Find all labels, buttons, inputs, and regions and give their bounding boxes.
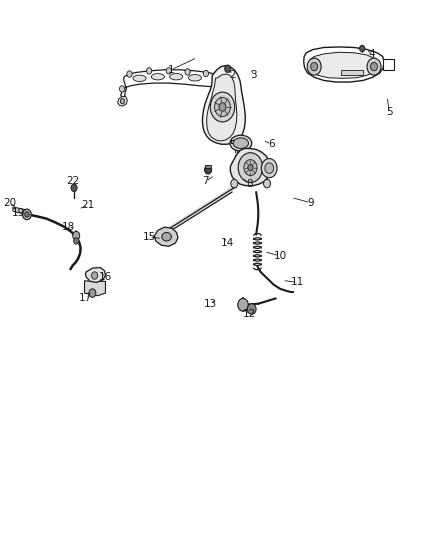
Text: 21: 21 [81, 200, 95, 211]
Circle shape [73, 231, 80, 240]
Circle shape [74, 238, 79, 244]
Circle shape [244, 160, 257, 175]
Text: 13: 13 [204, 298, 217, 309]
Ellipse shape [230, 135, 252, 151]
Circle shape [25, 212, 29, 217]
Circle shape [89, 289, 96, 297]
Polygon shape [205, 165, 211, 167]
Text: 16: 16 [99, 272, 112, 282]
Polygon shape [202, 66, 245, 144]
Circle shape [147, 68, 152, 74]
Text: 8: 8 [246, 179, 253, 189]
Circle shape [247, 304, 256, 314]
Polygon shape [231, 140, 246, 143]
Ellipse shape [133, 75, 146, 82]
Text: 7: 7 [203, 176, 209, 187]
Text: 20: 20 [3, 198, 16, 208]
Text: 19: 19 [11, 208, 25, 219]
Circle shape [367, 58, 381, 75]
Circle shape [231, 179, 238, 188]
Polygon shape [309, 52, 377, 78]
Circle shape [311, 62, 318, 71]
Circle shape [205, 165, 212, 174]
Polygon shape [230, 149, 271, 185]
Circle shape [219, 103, 226, 111]
Text: 18: 18 [62, 222, 75, 232]
Text: 2: 2 [229, 70, 235, 80]
Polygon shape [383, 59, 394, 70]
Text: 5: 5 [386, 107, 392, 117]
Polygon shape [304, 47, 384, 82]
Text: 15: 15 [142, 232, 156, 243]
Text: 17: 17 [79, 293, 92, 303]
Circle shape [225, 65, 231, 72]
Polygon shape [341, 70, 363, 75]
Polygon shape [121, 70, 224, 98]
Text: 10: 10 [274, 251, 287, 261]
Polygon shape [13, 207, 28, 214]
Text: 4: 4 [368, 49, 375, 59]
Polygon shape [154, 227, 178, 246]
Text: 14: 14 [221, 238, 234, 247]
Ellipse shape [151, 74, 164, 80]
Circle shape [238, 153, 263, 182]
Ellipse shape [233, 138, 248, 149]
Text: 9: 9 [307, 198, 314, 208]
Ellipse shape [162, 232, 171, 241]
Circle shape [307, 58, 321, 75]
Circle shape [248, 165, 253, 171]
Circle shape [92, 272, 98, 279]
Text: 12: 12 [243, 309, 256, 319]
Ellipse shape [170, 74, 183, 80]
Circle shape [264, 179, 271, 188]
Circle shape [127, 71, 132, 77]
Text: 22: 22 [66, 176, 79, 187]
Polygon shape [118, 96, 127, 106]
Polygon shape [207, 74, 237, 141]
Circle shape [261, 159, 277, 177]
Text: 3: 3 [251, 70, 257, 80]
Circle shape [185, 69, 190, 75]
Text: 11: 11 [291, 278, 304, 287]
Circle shape [238, 298, 248, 311]
Circle shape [71, 184, 77, 191]
Circle shape [166, 68, 171, 74]
Circle shape [120, 86, 125, 92]
Circle shape [371, 62, 378, 71]
Polygon shape [85, 268, 106, 282]
Circle shape [120, 99, 125, 104]
Circle shape [210, 92, 235, 122]
Circle shape [215, 98, 230, 117]
Polygon shape [85, 281, 106, 296]
Circle shape [265, 163, 274, 173]
Circle shape [22, 209, 31, 220]
Circle shape [360, 45, 365, 52]
Ellipse shape [188, 75, 201, 81]
Text: 6: 6 [268, 139, 275, 149]
Text: 1: 1 [168, 65, 174, 75]
Circle shape [203, 70, 208, 77]
